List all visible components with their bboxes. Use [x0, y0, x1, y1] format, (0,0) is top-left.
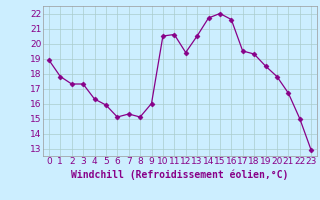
- X-axis label: Windchill (Refroidissement éolien,°C): Windchill (Refroidissement éolien,°C): [71, 169, 289, 180]
